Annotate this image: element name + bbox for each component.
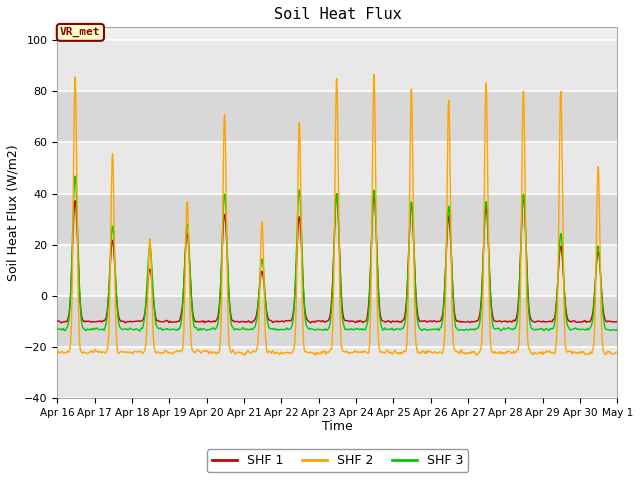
SHF 3 (136, 328, 143, 334)
Bar (58, 143, 618, 193)
Line: SHF 3: SHF 3 (58, 176, 618, 331)
SHF 1 (354, 318, 362, 324)
SHF 3 (54, 326, 61, 332)
Bar (58, 347, 618, 398)
SHF 1 (307, 320, 314, 326)
Bar (58, 91, 618, 143)
SHF 1 (500, 318, 508, 324)
Text: VR_met: VR_met (60, 27, 100, 37)
Line: SHF 1: SHF 1 (58, 193, 618, 323)
SHF 2 (366, 331, 374, 337)
SHF 1 (371, 191, 378, 196)
Bar (58, 40, 618, 91)
Title: Soil Heat Flux: Soil Heat Flux (273, 7, 401, 22)
Bar (58, 296, 618, 347)
Bar (58, 193, 618, 245)
SHF 2 (371, 72, 378, 77)
SHF 2 (564, 348, 572, 354)
SHF 3 (210, 326, 218, 332)
SHF 3 (500, 326, 508, 332)
SHF 3 (564, 324, 572, 330)
SHF 1 (366, 279, 374, 285)
SHF 1 (54, 318, 61, 324)
X-axis label: Time: Time (322, 420, 353, 432)
Bar (58, 245, 618, 296)
Line: SHF 2: SHF 2 (58, 74, 618, 355)
SHF 1 (210, 318, 218, 324)
SHF 2 (614, 349, 621, 355)
SHF 1 (580, 319, 588, 324)
SHF 2 (210, 349, 218, 355)
SHF 1 (564, 318, 572, 324)
SHF 1 (614, 318, 621, 324)
SHF 2 (241, 352, 248, 358)
SHF 3 (72, 173, 79, 179)
SHF 3 (354, 325, 362, 331)
SHF 3 (366, 277, 374, 283)
SHF 3 (580, 326, 588, 332)
SHF 2 (500, 351, 508, 357)
SHF 2 (354, 348, 362, 354)
SHF 2 (54, 350, 61, 356)
Y-axis label: Soil Heat Flux (W/m2): Soil Heat Flux (W/m2) (7, 144, 20, 281)
Legend: SHF 1, SHF 2, SHF 3: SHF 1, SHF 2, SHF 3 (207, 449, 468, 472)
SHF 3 (614, 326, 621, 332)
SHF 2 (580, 349, 588, 355)
